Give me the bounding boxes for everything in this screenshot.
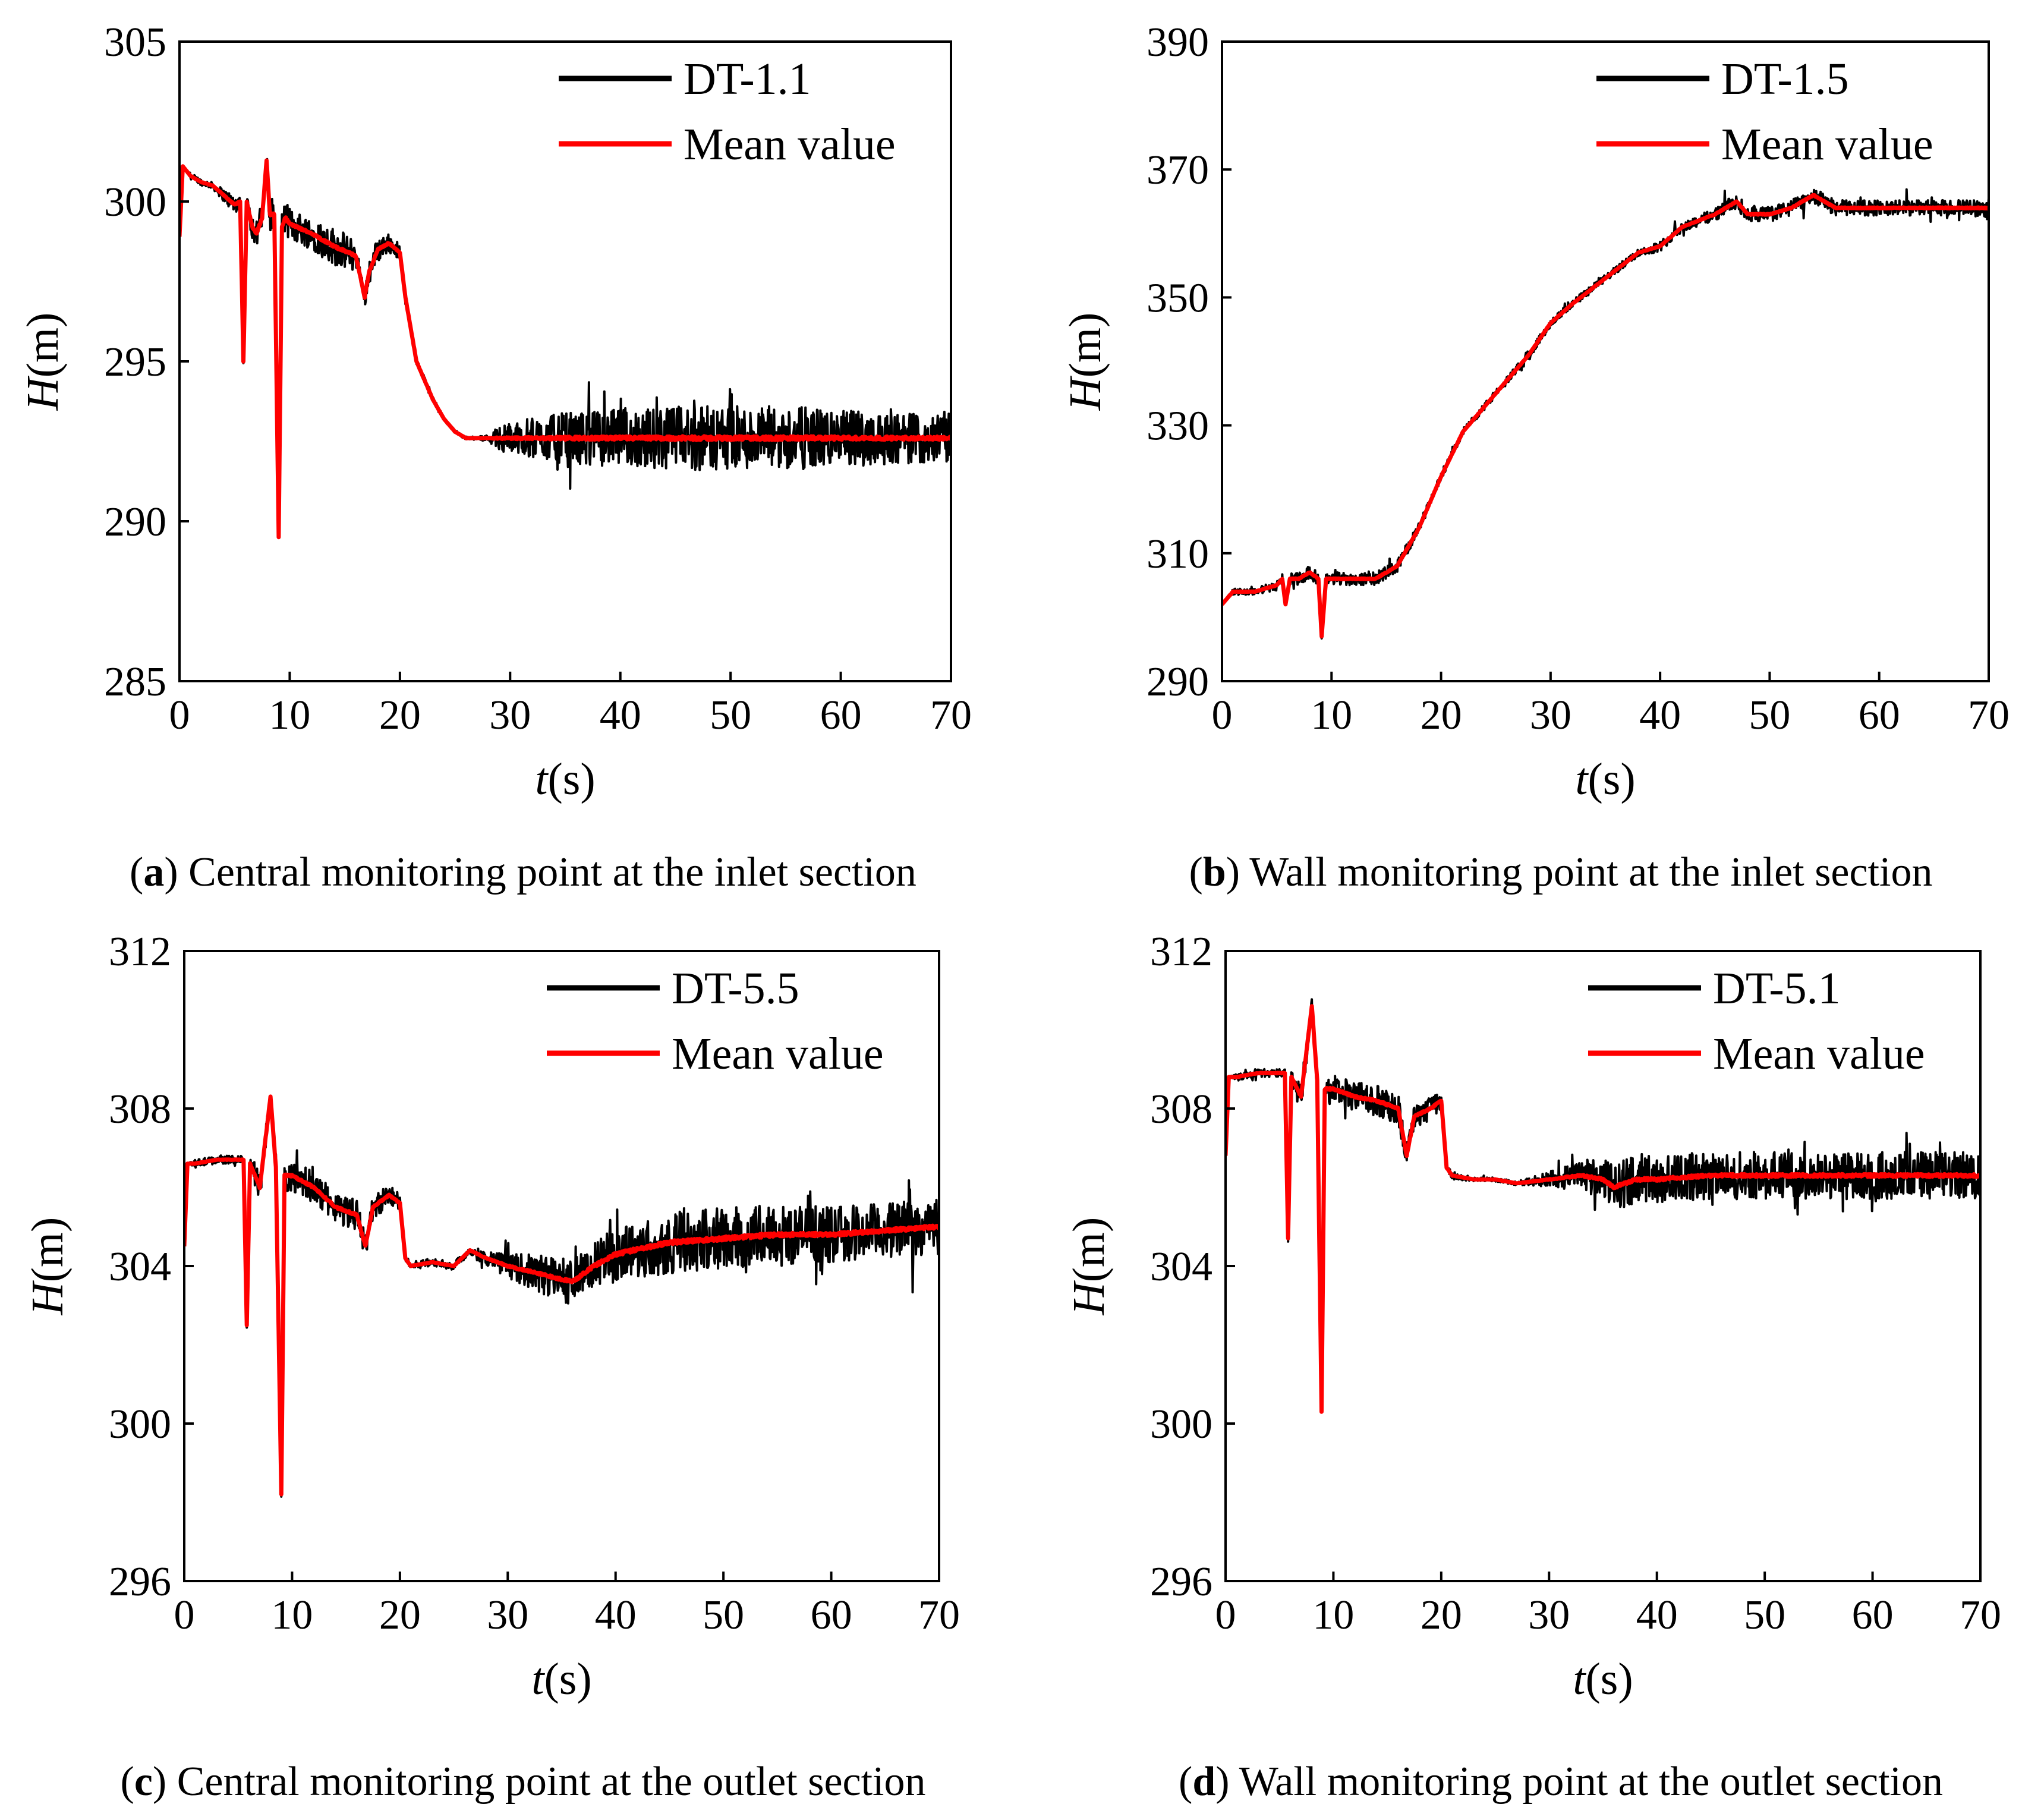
y-tick-label: 305 (104, 20, 166, 65)
panel-caption: (a) Central monitoring point at the inle… (130, 849, 916, 895)
x-tick-label: 50 (1749, 692, 1790, 738)
series-line-DT-1.5 (1222, 188, 1989, 640)
y-tick-label: 308 (1150, 1087, 1212, 1132)
series-line-mean-value (1222, 193, 1989, 639)
x-tick-label: 30 (487, 1592, 528, 1638)
legend-label: DT-1.5 (1721, 54, 1849, 104)
series-line-DT-1.1 (179, 158, 951, 539)
plot-traces (1222, 188, 1989, 640)
plot-traces (1226, 998, 1980, 1414)
legend: DT-1.5 Mean value (1596, 54, 1933, 169)
x-tick-label: 40 (1639, 692, 1681, 738)
legend: DT-1.1 Mean value (559, 54, 896, 169)
legend-label: Mean value (1721, 119, 1933, 169)
x-tick-label: 10 (271, 1592, 313, 1638)
x-axis-label: t(s) (535, 754, 595, 804)
y-tick-label: 300 (104, 180, 166, 225)
series-line-mean-value (179, 158, 951, 540)
x-tick-label: 50 (1744, 1592, 1785, 1638)
y-tick-label: 296 (1150, 1559, 1212, 1605)
legend: DT-5.1 Mean value (1588, 963, 1925, 1079)
y-axis-label: H(m) (23, 1217, 73, 1316)
y-tick-label: 310 (1147, 531, 1209, 577)
x-tick-label: 10 (1312, 1592, 1354, 1638)
x-tick-label: 60 (820, 692, 862, 738)
x-tick-label: 10 (269, 692, 310, 738)
x-tick-label: 60 (1852, 1592, 1894, 1638)
y-tick-label: 330 (1147, 404, 1209, 449)
x-tick-label: 40 (595, 1592, 637, 1638)
panel-caption: (b) Wall monitoring point at the inlet s… (1189, 849, 1933, 895)
x-tick-label: 20 (1421, 1592, 1462, 1638)
legend: DT-5.5 Mean value (547, 963, 884, 1079)
x-tick-label: 70 (1968, 692, 2010, 738)
x-tick-label: 30 (489, 692, 531, 738)
x-axis-label: t(s) (1575, 754, 1635, 804)
panel-d: 0 10 20 30 40 50 60 70 296 300 304 308 312 t(s) H(m) DT… (1064, 929, 2001, 1805)
y-axis-label: H(m) (1064, 1217, 1114, 1316)
y-tick-label: 295 (104, 339, 166, 385)
x-tick-label: 30 (1530, 692, 1571, 738)
legend-label: Mean value (672, 1029, 884, 1079)
y-tick-label: 285 (104, 659, 166, 705)
y-tick-label: 304 (109, 1244, 171, 1290)
y-tick-label: 290 (1147, 659, 1209, 705)
x-tick-label: 70 (930, 692, 972, 738)
legend-label: DT-5.5 (672, 963, 799, 1013)
panel-b: 0 10 20 30 40 50 60 70 290 310 330 350 370 390 t(s) H(m… (1060, 20, 2010, 895)
y-axis-label: H(m) (1060, 313, 1110, 411)
x-tick-label: 20 (379, 1592, 421, 1638)
plot-frame (1221, 40, 1990, 682)
y-tick-label: 312 (1150, 929, 1212, 975)
series-line-mean-value (1226, 1004, 1980, 1414)
y-tick-label: 296 (109, 1559, 171, 1605)
y-tick-label: 290 (104, 499, 166, 545)
x-tick-label: 30 (1528, 1592, 1570, 1638)
x-tick-label: 10 (1311, 692, 1352, 738)
panel-a: 0 10 20 30 40 50 60 70 285 290 295 300 305 t(s) H(m) DT… (18, 20, 972, 895)
series-line-DT-5.5 (184, 1100, 939, 1498)
panel-caption: (d) Wall monitoring point at the outlet … (1179, 1759, 1943, 1805)
x-tick-label: 0 (169, 692, 190, 738)
x-tick-label: 70 (1960, 1592, 2001, 1638)
y-axis-label: H(m) (18, 313, 68, 411)
x-tick-label: 0 (1215, 1592, 1236, 1638)
x-tick-label: 40 (600, 692, 641, 738)
legend-label: Mean value (684, 119, 896, 169)
y-tick-label: 350 (1147, 275, 1209, 321)
plot-traces (184, 1094, 939, 1498)
y-tick-label: 312 (109, 929, 171, 975)
panel-caption: (c) Central monitoring point at the outl… (121, 1759, 926, 1805)
y-tick-label: 304 (1150, 1244, 1212, 1290)
x-axis-label: t(s) (531, 1654, 591, 1704)
y-tick-label: 300 (109, 1402, 171, 1447)
panel-c: 0 10 20 30 40 50 60 70 296 300 304 308 312 t(s) H(m) DT… (23, 929, 960, 1805)
x-tick-label: 0 (1212, 692, 1233, 738)
x-axis-label: t(s) (1573, 1654, 1633, 1704)
legend-label: DT-1.1 (684, 54, 811, 104)
legend-label: Mean value (1713, 1029, 1925, 1079)
x-tick-label: 50 (710, 692, 751, 738)
x-tick-label: 50 (703, 1592, 744, 1638)
x-tick-label: 40 (1636, 1592, 1678, 1638)
x-tick-label: 60 (1859, 692, 1900, 738)
y-tick-label: 370 (1147, 147, 1209, 193)
plot-traces (179, 158, 951, 540)
x-tick-label: 70 (918, 1592, 960, 1638)
x-tick-label: 60 (811, 1592, 852, 1638)
y-tick-label: 308 (109, 1087, 171, 1132)
legend-label: DT-5.1 (1713, 963, 1841, 1013)
y-tick-label: 300 (1150, 1402, 1212, 1447)
y-tick-label: 390 (1147, 20, 1209, 65)
x-tick-label: 0 (174, 1592, 195, 1638)
x-tick-label: 20 (1421, 692, 1462, 738)
x-tick-label: 20 (379, 692, 421, 738)
series-line-mean-value (184, 1094, 939, 1497)
